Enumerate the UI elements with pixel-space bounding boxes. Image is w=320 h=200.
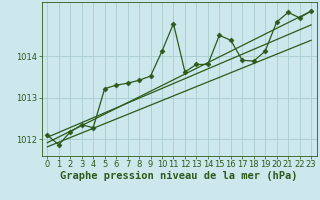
X-axis label: Graphe pression niveau de la mer (hPa): Graphe pression niveau de la mer (hPa) xyxy=(60,171,298,181)
